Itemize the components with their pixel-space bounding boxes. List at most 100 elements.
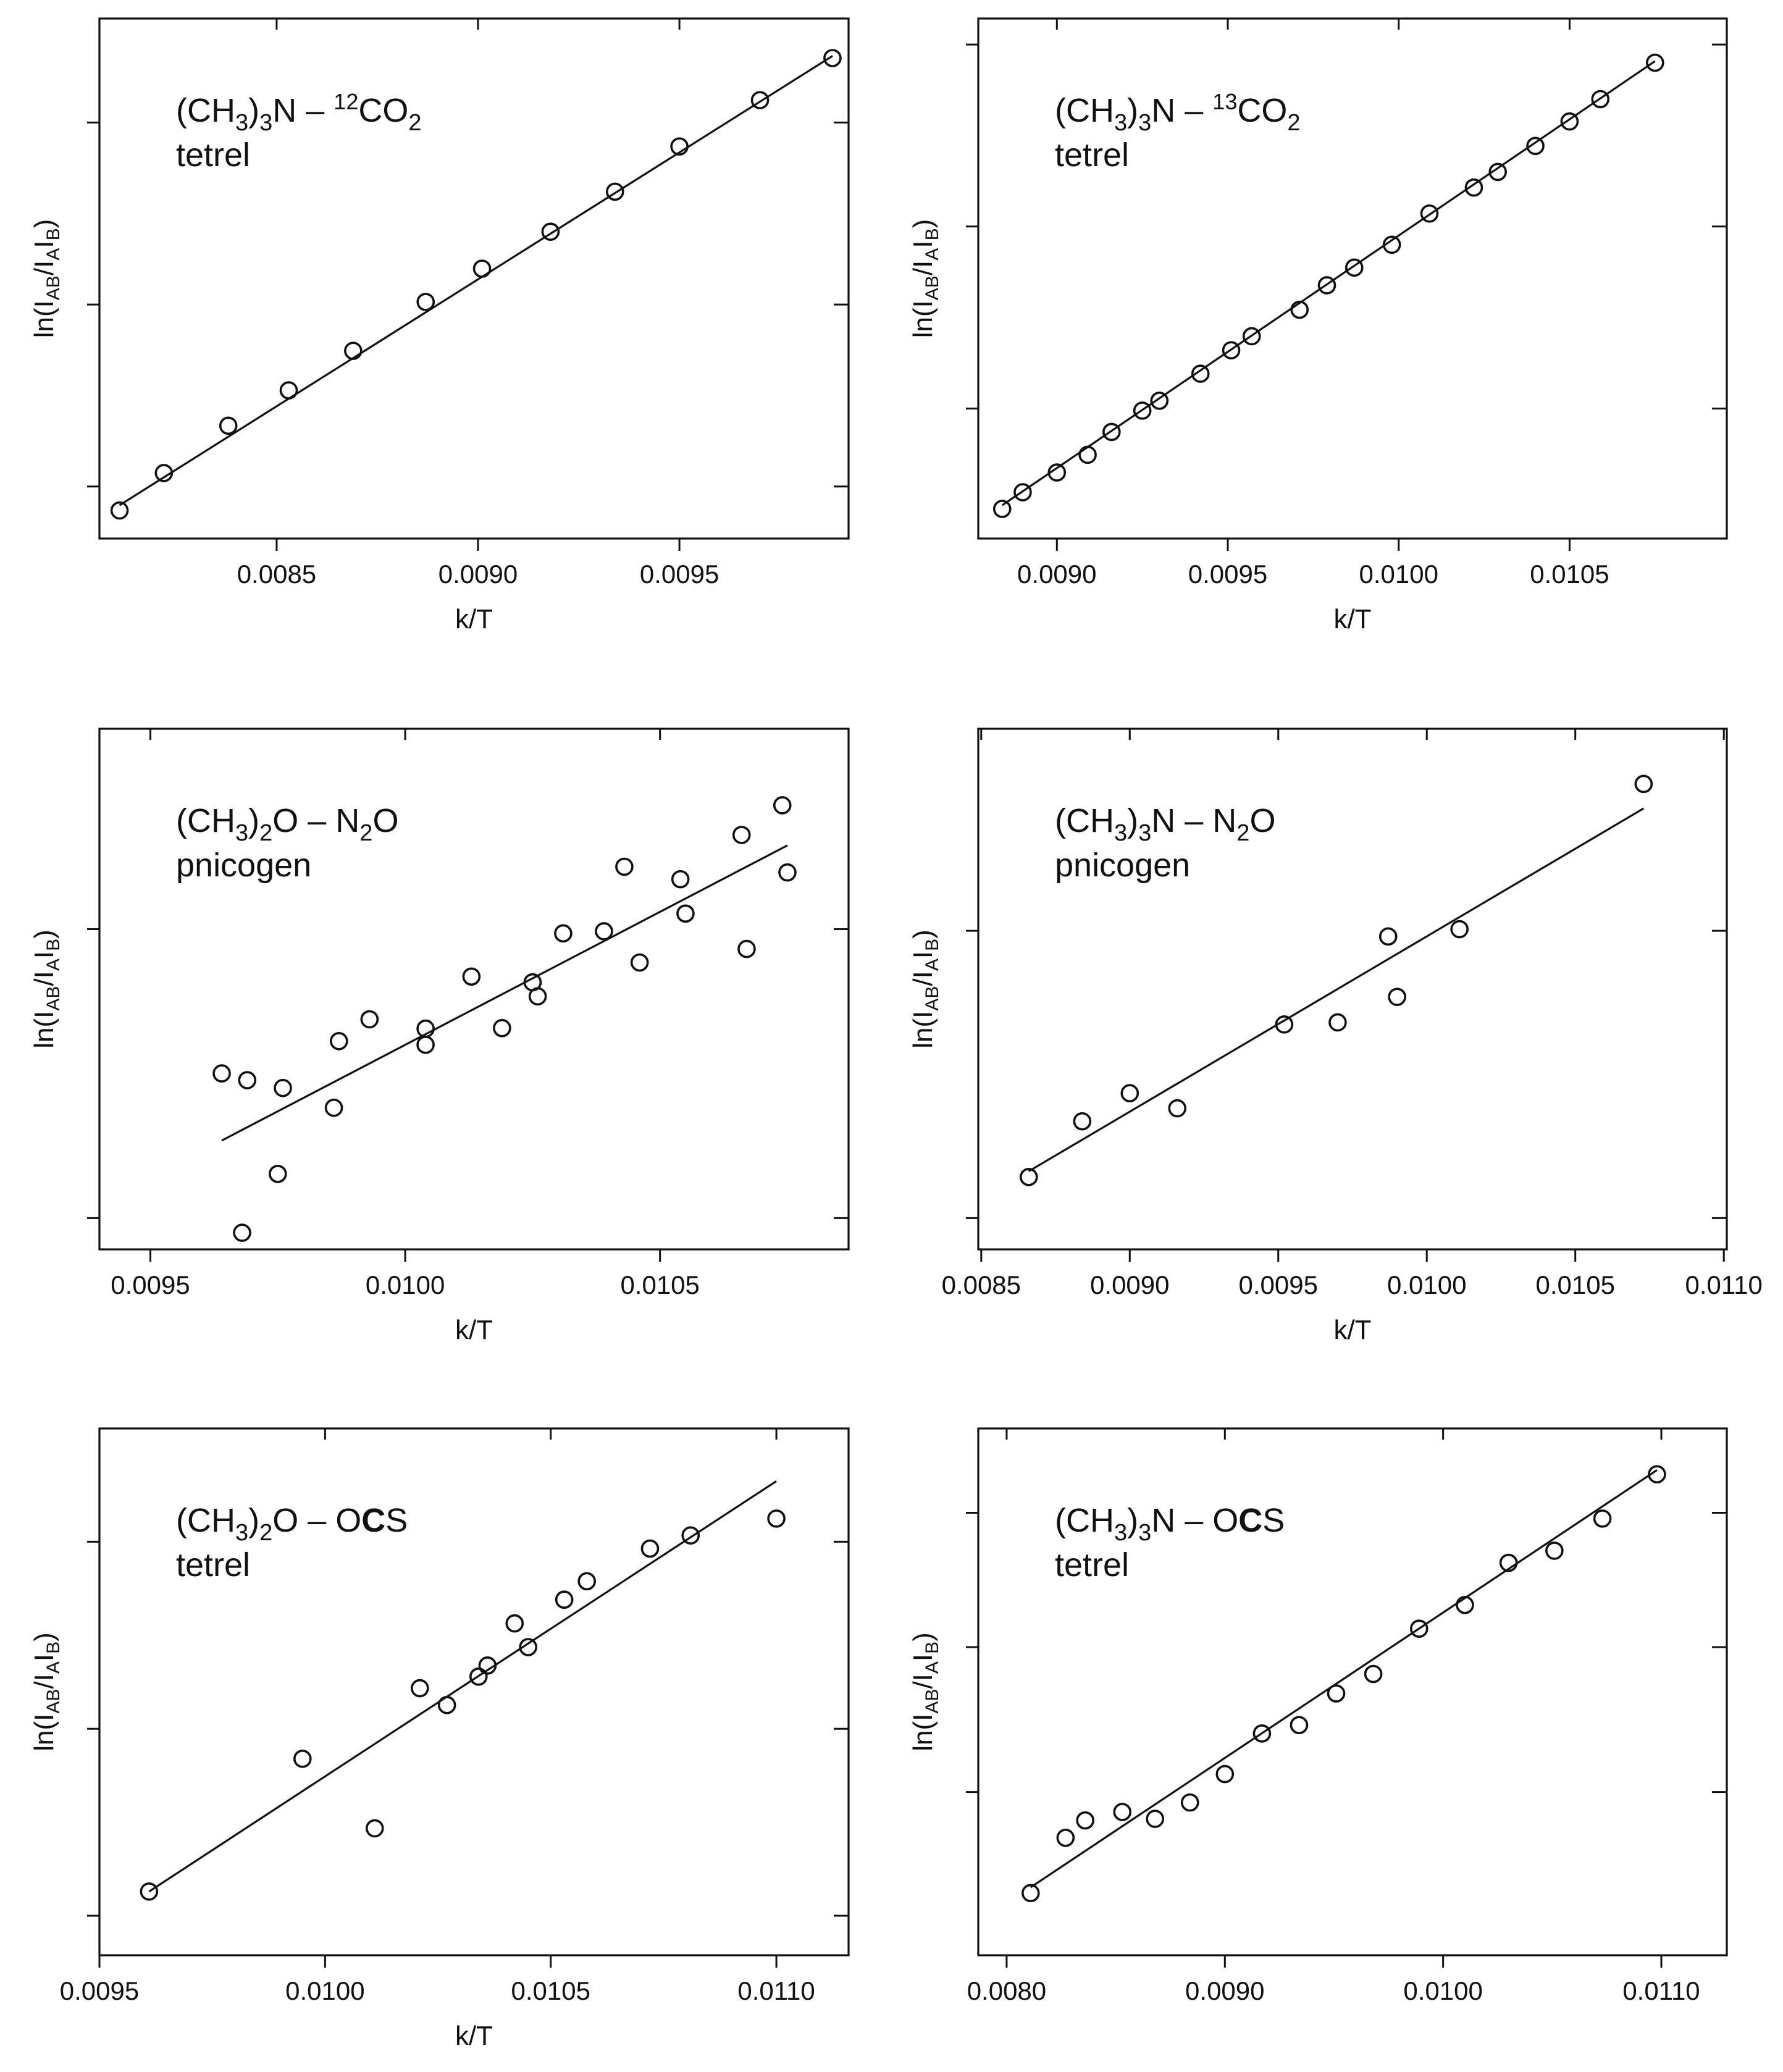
y-axis-label: ln(IAB/IAIB) — [29, 219, 64, 338]
x-tick-label: 0.0080 — [967, 1976, 1046, 2005]
x-axis-label: k/T — [455, 2021, 493, 2051]
x-tick-label: 0.0090 — [1017, 560, 1096, 589]
data-point — [505, 1614, 524, 1633]
data-point — [1456, 1595, 1474, 1614]
data-point — [528, 987, 547, 1006]
x-tick-label: 0.0095 — [1188, 560, 1267, 589]
chart-panel-3: 0.0095 0.0100 0.0105 k/T ln(IAB/IAIB) (CH3)2O… — [29, 728, 850, 1345]
data-point — [416, 293, 435, 311]
data-point — [1222, 341, 1241, 359]
data-point — [274, 1078, 292, 1097]
data-point — [1526, 136, 1545, 156]
data-point — [1345, 258, 1364, 277]
data-point — [462, 967, 481, 986]
data-point — [577, 1572, 596, 1591]
panel-annotation-type: pnicogen — [1055, 847, 1190, 884]
data-point — [1019, 1168, 1038, 1186]
panel-annotation-formula: (CH3)3N – 13CO2 — [1055, 89, 1300, 136]
panel-annotation-type: tetrel — [176, 1546, 250, 1583]
data-point — [360, 1010, 379, 1029]
x-tick-label: 0.0085 — [942, 1270, 1021, 1299]
plot-frame — [977, 1427, 1728, 1957]
data-point — [1078, 445, 1097, 464]
y-axis-label: ln(IAB/IAIB) — [908, 219, 942, 338]
x-axis-label: k/T — [455, 604, 493, 634]
data-point — [1591, 90, 1610, 109]
data-point — [472, 259, 492, 278]
data-point — [330, 1032, 348, 1051]
x-tick-label: 0.0100 — [1387, 1270, 1466, 1299]
x-tick-label: 0.0100 — [1403, 1976, 1482, 2005]
data-point — [324, 1098, 343, 1117]
plot-frame — [977, 728, 1728, 1251]
data-point — [823, 49, 842, 67]
data-point — [293, 1750, 312, 1768]
data-point — [269, 1164, 287, 1183]
data-point — [1317, 276, 1336, 295]
x-tick-label: 0.0090 — [438, 560, 518, 589]
data-point — [1545, 1541, 1564, 1560]
data-point — [1022, 1884, 1040, 1903]
panel-annotation-type: tetrel — [1055, 136, 1129, 174]
y-axis-label: ln(IAB/IAIB) — [908, 929, 942, 1049]
data-point — [1076, 1811, 1094, 1830]
x-tick-label: 0.0110 — [1685, 1270, 1763, 1299]
x-tick-label: 0.0090 — [1090, 1270, 1169, 1299]
data-point — [555, 1590, 574, 1609]
data-point — [681, 1526, 700, 1545]
x-axis-label: k/T — [1333, 1315, 1371, 1345]
y-axis-label: ln(IAB/IAIB) — [29, 929, 64, 1049]
data-point — [773, 796, 792, 815]
x-tick-label: 0.0100 — [285, 1976, 364, 2005]
chart-panel-4: 0.0085 0.0090 0.0095 0.0100 0.0105 0.0110 k/T l… — [908, 728, 1763, 1345]
data-point — [1180, 1793, 1199, 1812]
x-tick-label: 0.0095 — [111, 1270, 190, 1299]
data-point — [778, 863, 797, 882]
y-axis-label: ln(IAB/IAIB) — [908, 1632, 942, 1751]
plot-frame — [977, 17, 1728, 540]
data-point — [630, 953, 649, 972]
data-point — [1464, 178, 1483, 197]
data-point — [493, 1018, 511, 1038]
data-point — [1290, 1716, 1309, 1735]
panel-annotation-formula: (CH3)2O – OCS — [176, 1502, 408, 1546]
data-point — [1102, 422, 1121, 442]
plot-frame — [98, 17, 850, 540]
panels-group: 0.0085 0.0090 0.0095 k/T ln(IAB/IAIB) (CH3)3N… — [29, 17, 1763, 2051]
data-point — [140, 1882, 159, 1901]
data-point — [110, 501, 129, 520]
data-point — [1450, 920, 1469, 939]
x-tick-label: 0.0100 — [366, 1270, 445, 1299]
panel-annotation-type: tetrel — [1055, 1546, 1129, 1583]
data-point — [1120, 1084, 1139, 1102]
data-point — [1056, 1828, 1075, 1847]
data-point — [437, 1696, 456, 1714]
fit-line — [1001, 60, 1656, 506]
data-point — [233, 1223, 251, 1242]
data-point — [1382, 235, 1401, 254]
x-tick-label: 0.0105 — [1530, 560, 1609, 589]
data-point — [1191, 364, 1210, 383]
data-point — [469, 1667, 488, 1686]
data-point — [595, 922, 613, 941]
data-point — [279, 381, 298, 400]
data-point — [1113, 1803, 1132, 1821]
data-point — [554, 924, 573, 943]
data-point — [1073, 1112, 1092, 1131]
data-point — [732, 826, 751, 844]
data-point — [1409, 1619, 1428, 1638]
panel-annotation-formula: (CH3)3N – N2O — [1055, 802, 1275, 846]
data-point — [767, 1509, 786, 1528]
y-axis-label: ln(IAB/IAIB) — [29, 1632, 64, 1751]
fit-line — [1030, 1469, 1658, 1889]
data-point — [992, 500, 1012, 518]
data-point — [1378, 927, 1398, 946]
data-point — [1593, 1509, 1612, 1528]
data-point — [1364, 1664, 1383, 1684]
data-point — [1047, 463, 1067, 482]
data-point — [1150, 392, 1169, 410]
data-point — [541, 222, 560, 241]
data-point — [478, 1656, 497, 1675]
data-point — [1634, 774, 1653, 794]
